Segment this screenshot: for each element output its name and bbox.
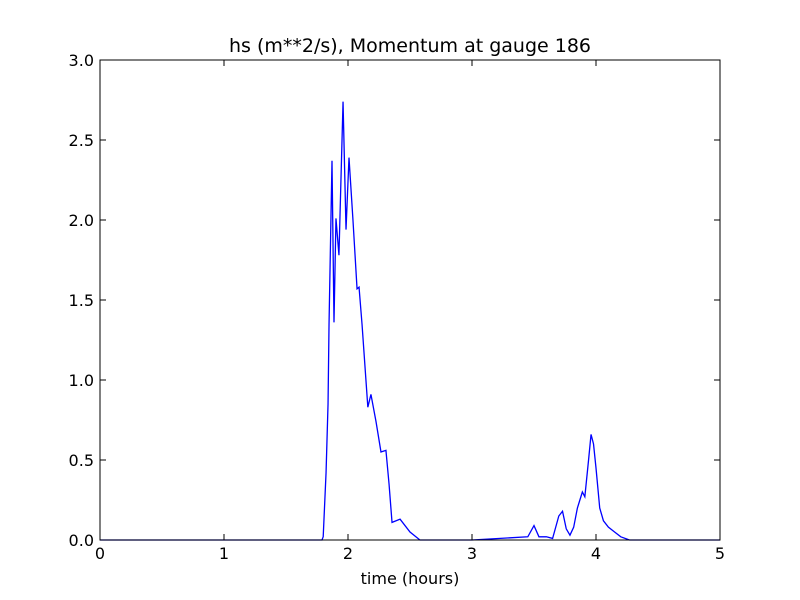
x-tick-label: 2 xyxy=(343,544,353,563)
y-tick-label: 2.5 xyxy=(69,131,94,150)
y-tick-label: 3.0 xyxy=(69,51,94,70)
data-line xyxy=(100,101,720,541)
y-tick-label: 1.0 xyxy=(69,371,94,390)
chart-title: hs (m**2/s), Momentum at gauge 186 xyxy=(229,35,591,57)
x-axis-label: time (hours) xyxy=(361,569,460,588)
y-tick-label: 1.5 xyxy=(69,291,94,310)
x-tick-label: 3 xyxy=(467,544,477,563)
y-tick-label: 2.0 xyxy=(69,211,94,230)
x-tick-label: 0 xyxy=(95,544,105,563)
y-tick-label: 0.5 xyxy=(69,451,94,470)
y-tick-label: 0.0 xyxy=(69,531,94,550)
x-tick-label: 1 xyxy=(219,544,229,563)
x-tick-label: 5 xyxy=(715,544,725,563)
x-tick-label: 4 xyxy=(591,544,601,563)
